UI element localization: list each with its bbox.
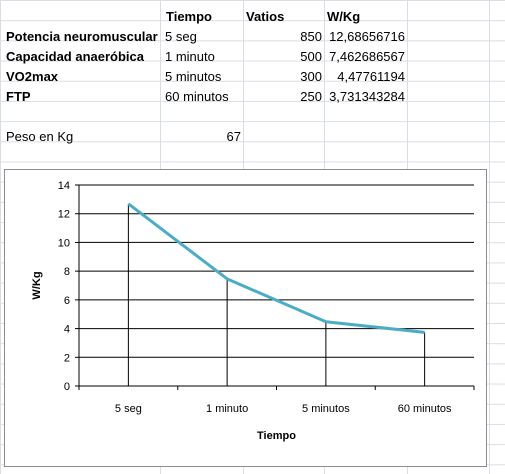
row-vatios[interactable]: 250 [300, 89, 322, 104]
row-vatios[interactable]: 500 [300, 49, 322, 64]
line-chart[interactable]: 0 2 4 6 8 10 12 14 5 seg 1 minuto 5 minutos 60 minu… [4, 169, 487, 467]
row-label[interactable]: Capacidad anaeróbica [6, 49, 144, 64]
x-tick-label: 60 minutos [398, 403, 452, 415]
y-tick-label: 8 [64, 266, 70, 278]
y-tick-label: 14 [58, 180, 70, 192]
row-wkg[interactable]: 7,462686567 [329, 49, 405, 64]
row-tiempo[interactable]: 5 minutos [165, 69, 222, 84]
column-divider [489, 0, 490, 474]
row-label[interactable]: VO2max [6, 69, 59, 84]
y-tick-label: 6 [64, 295, 70, 307]
x-tick-label: 5 minutos [302, 403, 350, 415]
row-vatios[interactable]: 300 [300, 69, 322, 84]
row-wkg[interactable]: 4,47761194 [337, 69, 405, 84]
header-wkg[interactable]: W/Kg [327, 9, 361, 24]
y-tick-label: 4 [64, 324, 70, 336]
row-wkg[interactable]: 12,68656716 [329, 29, 405, 44]
y-axis-title: W/Kg [31, 271, 43, 299]
x-tick-label: 5 seg [115, 403, 142, 415]
y-tick-label: 0 [64, 381, 70, 393]
header-tiempo[interactable]: Tiempo [166, 9, 212, 24]
row-vatios[interactable]: 850 [300, 29, 322, 44]
header-vatios[interactable]: Vatios [246, 9, 285, 24]
series-line [127, 202, 425, 334]
row-label[interactable]: FTP [6, 89, 31, 104]
x-axis-title: Tiempo [257, 430, 296, 442]
row-label[interactable]: Potencia neuromuscular [6, 29, 158, 44]
chart-canvas: 0 2 4 6 8 10 12 14 5 seg 1 minuto 5 minutos 60 minu… [31, 180, 475, 442]
row-tiempo[interactable]: 5 seg [165, 29, 197, 44]
x-tick-label: 1 minuto [206, 403, 248, 415]
peso-label[interactable]: Peso en Kg [6, 129, 74, 144]
row-tiempo[interactable]: 60 minutos [165, 89, 229, 104]
peso-value[interactable]: 67 [226, 129, 241, 144]
row-tiempo[interactable]: 1 minuto [165, 49, 215, 64]
y-tick-label: 12 [58, 209, 70, 221]
y-tick-label: 10 [58, 237, 70, 249]
row-wkg[interactable]: 3,731343284 [329, 89, 405, 104]
y-tick-label: 2 [64, 352, 70, 364]
